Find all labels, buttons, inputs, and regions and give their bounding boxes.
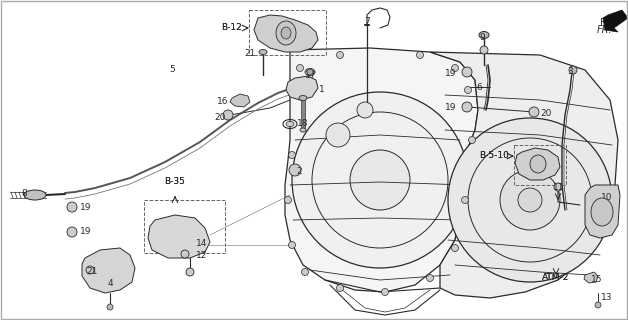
Text: B-12: B-12: [221, 23, 242, 33]
Circle shape: [480, 46, 488, 54]
Polygon shape: [584, 272, 598, 283]
Polygon shape: [585, 185, 620, 238]
Text: 12: 12: [196, 252, 207, 260]
Circle shape: [67, 202, 77, 212]
Text: 16: 16: [217, 97, 228, 106]
Text: 3: 3: [567, 68, 573, 76]
Circle shape: [337, 52, 344, 59]
Text: ATM-2: ATM-2: [543, 273, 570, 282]
Text: FR.: FR.: [600, 18, 615, 28]
Text: B-35: B-35: [165, 177, 185, 186]
Bar: [514, 145, 566, 185]
Circle shape: [223, 110, 233, 120]
Circle shape: [284, 196, 291, 204]
Circle shape: [448, 118, 612, 282]
Text: 18: 18: [297, 119, 308, 129]
Circle shape: [289, 164, 301, 176]
Ellipse shape: [286, 122, 294, 126]
Text: FR.: FR.: [597, 25, 612, 35]
Circle shape: [468, 137, 475, 143]
Ellipse shape: [591, 198, 613, 226]
Circle shape: [452, 244, 458, 252]
Text: 19: 19: [80, 227, 92, 236]
Polygon shape: [286, 76, 318, 100]
Text: 2: 2: [296, 167, 301, 177]
Text: 5: 5: [169, 66, 175, 75]
Text: B-35: B-35: [165, 177, 185, 186]
Text: 20: 20: [215, 113, 226, 122]
Ellipse shape: [479, 31, 489, 38]
Text: 4: 4: [107, 278, 113, 287]
Polygon shape: [82, 248, 135, 293]
Polygon shape: [430, 52, 618, 298]
Polygon shape: [148, 215, 210, 258]
Text: 1: 1: [319, 84, 325, 93]
Ellipse shape: [276, 21, 296, 45]
Text: 10: 10: [601, 194, 612, 203]
Text: B-5-10: B-5-10: [479, 151, 509, 161]
Text: 19: 19: [80, 203, 92, 212]
Text: 21: 21: [244, 50, 256, 59]
Circle shape: [86, 266, 94, 274]
Ellipse shape: [281, 27, 291, 39]
Circle shape: [452, 65, 458, 71]
Text: ATM-2: ATM-2: [543, 273, 570, 282]
Circle shape: [296, 65, 303, 71]
Circle shape: [357, 102, 373, 118]
Text: 17: 17: [305, 70, 317, 79]
Polygon shape: [515, 148, 560, 180]
Circle shape: [107, 304, 113, 310]
Circle shape: [326, 123, 350, 147]
Circle shape: [529, 107, 539, 117]
Circle shape: [500, 170, 560, 230]
Text: 9: 9: [479, 34, 485, 43]
Circle shape: [186, 268, 194, 276]
Circle shape: [67, 227, 77, 237]
Circle shape: [462, 67, 472, 77]
Text: 20: 20: [540, 109, 551, 118]
Ellipse shape: [259, 50, 267, 54]
Ellipse shape: [530, 155, 546, 173]
Text: 13: 13: [601, 293, 612, 302]
Text: B-5-10: B-5-10: [479, 151, 509, 161]
Bar: [249, 10, 326, 55]
Polygon shape: [230, 94, 250, 107]
Circle shape: [288, 151, 296, 158]
Circle shape: [350, 150, 410, 210]
Ellipse shape: [24, 190, 46, 200]
Circle shape: [181, 250, 189, 258]
Text: B-12: B-12: [221, 23, 242, 33]
Bar: [144, 200, 225, 253]
Circle shape: [518, 188, 542, 212]
Text: 19: 19: [445, 102, 456, 111]
Polygon shape: [603, 10, 628, 32]
Text: 14: 14: [196, 238, 207, 247]
Circle shape: [426, 275, 433, 282]
Circle shape: [595, 302, 601, 308]
Text: 15: 15: [591, 276, 602, 284]
Text: 11: 11: [553, 183, 565, 193]
Circle shape: [301, 268, 308, 276]
Text: 6: 6: [476, 83, 482, 92]
Circle shape: [288, 242, 296, 249]
Text: 19: 19: [445, 68, 456, 77]
Circle shape: [307, 69, 313, 75]
Circle shape: [465, 86, 472, 93]
Circle shape: [381, 289, 389, 295]
Ellipse shape: [299, 95, 307, 100]
Ellipse shape: [305, 68, 315, 76]
Circle shape: [554, 183, 562, 191]
Text: 21: 21: [86, 267, 98, 276]
Circle shape: [462, 102, 472, 112]
Circle shape: [569, 66, 577, 74]
Circle shape: [292, 92, 468, 268]
Polygon shape: [285, 48, 478, 292]
Ellipse shape: [300, 128, 306, 132]
Circle shape: [337, 284, 344, 292]
Polygon shape: [254, 15, 318, 52]
Circle shape: [416, 52, 423, 59]
Circle shape: [462, 196, 468, 204]
Text: 8: 8: [21, 189, 27, 198]
Text: 7: 7: [364, 18, 370, 27]
